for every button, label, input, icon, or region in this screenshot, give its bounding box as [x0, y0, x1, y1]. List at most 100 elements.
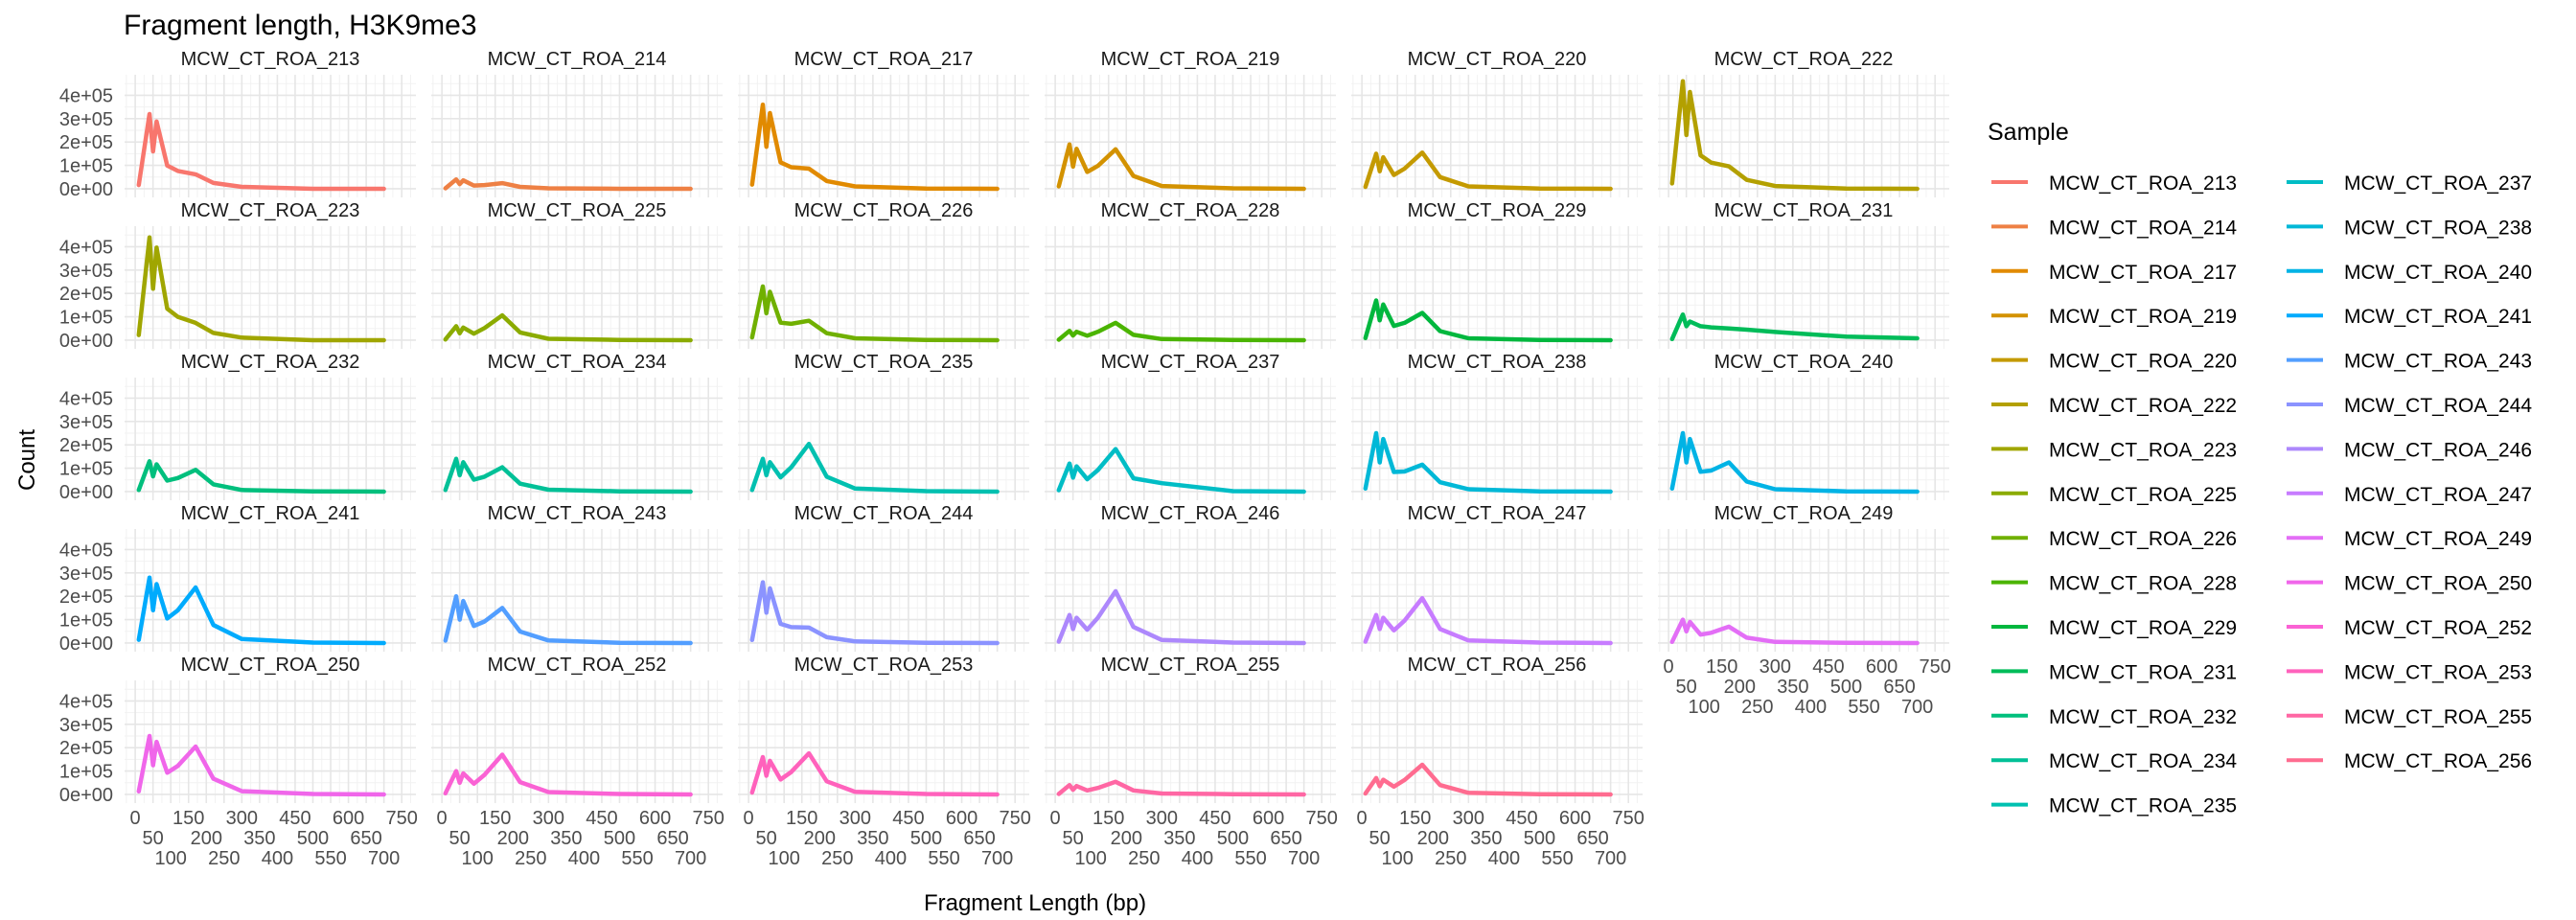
series-line [136, 459, 386, 494]
facet-strip-label: MCW_CT_ROA_222 [1714, 49, 1894, 70]
y-tick-label: 2e+05 [59, 132, 113, 153]
facet-strip-label: MCW_CT_ROA_228 [1101, 200, 1280, 221]
y-tick-label: 0e+00 [59, 482, 113, 503]
series-line [443, 312, 693, 343]
series-line [1056, 588, 1306, 646]
series-line [749, 580, 1000, 646]
x-tick-label: 100 [769, 848, 800, 869]
x-tick-label: 500 [910, 828, 942, 849]
x-tick-label: 250 [208, 848, 240, 869]
series-line [136, 235, 386, 343]
legend-label: MCW_CT_ROA_213 [2049, 172, 2237, 195]
legend-item: MCW_CT_ROA_237 [2287, 172, 2532, 195]
x-tick-label: 600 [1559, 808, 1591, 829]
legend-label: MCW_CT_ROA_243 [2344, 351, 2532, 373]
x-tick-label: 650 [1883, 677, 1915, 698]
legend-item: MCW_CT_ROA_247 [2287, 484, 2532, 506]
facet-panel: MCW_CT_ROA_238 [1351, 352, 1643, 500]
x-tick-label: 200 [1111, 828, 1142, 849]
x-tick-label: 0 [1357, 808, 1368, 829]
facet-panel: MCW_CT_ROA_217 [738, 49, 1029, 197]
x-tick-label: 750 [1612, 808, 1644, 829]
x-tick-label: 350 [550, 828, 582, 849]
series-line [1669, 430, 1920, 494]
x-tick-label: 700 [1901, 697, 1933, 718]
facet-panel: MCW_CT_ROA_234 [431, 352, 723, 500]
x-tick-label: 700 [1288, 848, 1320, 869]
x-tick-label: 750 [1919, 656, 1950, 678]
legend-label: MCW_CT_ROA_229 [2049, 617, 2237, 639]
legend-item: MCW_CT_ROA_250 [2287, 573, 2532, 595]
facet-panel: MCW_CT_ROA_226 [738, 200, 1029, 349]
x-tick-label: 200 [1417, 828, 1449, 849]
x-tick-label: 300 [533, 808, 564, 829]
legend-label: MCW_CT_ROA_250 [2344, 573, 2532, 595]
x-tick-label: 300 [1453, 808, 1484, 829]
series-line [749, 750, 1000, 797]
facet-strip-label: MCW_CT_ROA_225 [488, 200, 667, 221]
x-tick-label: 0 [744, 808, 754, 829]
x-tick-label: 250 [1128, 848, 1160, 869]
legend-label: MCW_CT_ROA_217 [2049, 262, 2237, 284]
legend-label: MCW_CT_ROA_226 [2049, 528, 2237, 550]
legend-label: MCW_CT_ROA_235 [2049, 795, 2237, 817]
legend-item: MCW_CT_ROA_244 [2287, 395, 2532, 417]
legend-item: MCW_CT_ROA_213 [1991, 172, 2237, 195]
series-line [749, 284, 1000, 343]
legend-item: MCW_CT_ROA_246 [2287, 439, 2532, 461]
x-tick-label: 250 [1435, 848, 1466, 869]
legend-label: MCW_CT_ROA_252 [2344, 617, 2532, 639]
x-tick-label: 650 [963, 828, 995, 849]
legend-item: MCW_CT_ROA_238 [2287, 217, 2532, 239]
series-line [443, 456, 693, 494]
series-line [443, 176, 693, 192]
facet-strip-label: MCW_CT_ROA_252 [488, 655, 667, 676]
facet-strip-label: MCW_CT_ROA_235 [794, 352, 974, 373]
y-tick-label: 4e+05 [59, 540, 113, 561]
legend-item: MCW_CT_ROA_222 [1991, 395, 2237, 417]
series-line [136, 733, 386, 797]
legend-item: MCW_CT_ROA_226 [1991, 528, 2237, 550]
legend-item: MCW_CT_ROA_241 [2287, 306, 2532, 328]
legend-item: MCW_CT_ROA_253 [2287, 661, 2532, 683]
x-tick-label: 750 [385, 808, 417, 829]
facet-strip-label: MCW_CT_ROA_247 [1408, 503, 1587, 524]
legend-label: MCW_CT_ROA_219 [2049, 306, 2237, 328]
x-tick-label: 500 [604, 828, 635, 849]
legend-label: MCW_CT_ROA_244 [2344, 395, 2532, 417]
facet-strip-label: MCW_CT_ROA_238 [1408, 352, 1587, 373]
facet-strip-label: MCW_CT_ROA_213 [181, 49, 360, 70]
x-tick-label: 400 [875, 848, 907, 869]
legend-item: MCW_CT_ROA_229 [1991, 617, 2237, 639]
legend-item: MCW_CT_ROA_219 [1991, 306, 2237, 328]
x-tick-label: 650 [1576, 828, 1608, 849]
series-line [1363, 430, 1613, 494]
y-tick-label: 2e+05 [59, 586, 113, 608]
x-tick-label: 700 [675, 848, 706, 869]
legend-label: MCW_CT_ROA_223 [2049, 439, 2237, 461]
x-tick-label: 650 [656, 828, 688, 849]
x-tick-label: 500 [1830, 677, 1862, 698]
legend-label: MCW_CT_ROA_237 [2344, 172, 2532, 195]
facet-panel: MCW_CT_ROA_246 [1045, 503, 1336, 652]
y-tick-label: 0e+00 [59, 633, 113, 655]
x-tick-label: 450 [1812, 656, 1844, 678]
x-tick-label: 250 [1741, 697, 1773, 718]
x-tick-label: 350 [857, 828, 888, 849]
x-tick-label: 300 [226, 808, 258, 829]
x-tick-label: 350 [1470, 828, 1502, 849]
x-tick-label: 400 [568, 848, 600, 869]
facet-strip-label: MCW_CT_ROA_241 [181, 503, 360, 524]
legend-label: MCW_CT_ROA_222 [2049, 395, 2237, 417]
x-tick-label: 100 [1689, 697, 1720, 718]
x-tick-label: 600 [333, 808, 364, 829]
x-tick-label: 450 [279, 808, 310, 829]
y-axis-title: Count [14, 429, 40, 491]
legend-label: MCW_CT_ROA_220 [2049, 351, 2237, 373]
x-tick-label: 550 [1848, 697, 1879, 718]
